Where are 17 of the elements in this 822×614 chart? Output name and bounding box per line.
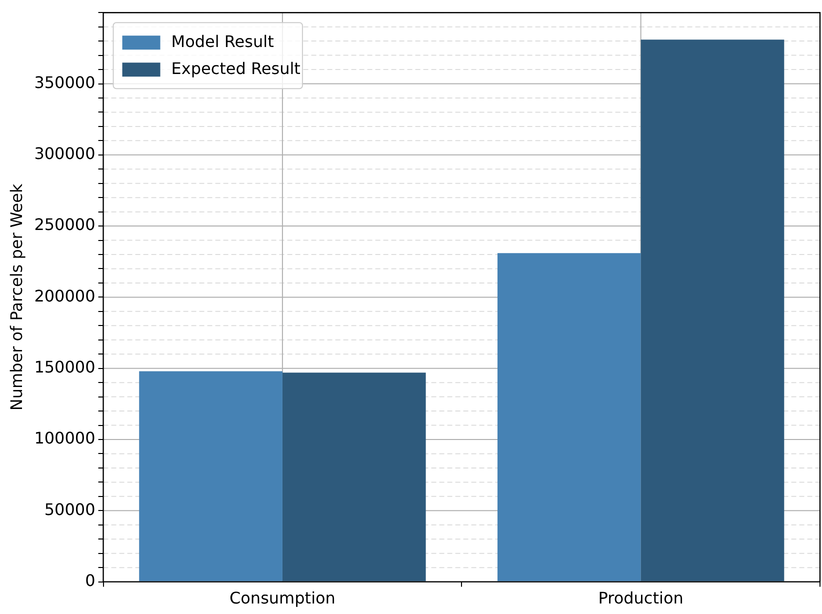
bar xyxy=(282,372,426,582)
legend-label: Expected Result xyxy=(171,58,300,78)
y-tick-label: 100000 xyxy=(34,428,96,448)
x-tick-label: Consumption xyxy=(229,588,336,608)
y-axis-title: Number of Parcels per Week xyxy=(6,183,26,411)
y-tick-label: 250000 xyxy=(34,215,96,234)
bar xyxy=(139,371,282,582)
y-tick-label: 150000 xyxy=(34,358,96,377)
bar xyxy=(497,253,641,582)
y-tick-label: 200000 xyxy=(34,286,96,306)
x-tick-label: Production xyxy=(598,588,684,608)
y-tick-label: 0 xyxy=(85,570,96,590)
y-tick-label: 350000 xyxy=(34,72,96,92)
y-tick-label: 300000 xyxy=(34,144,96,164)
y-tick-label: 50000 xyxy=(44,500,96,519)
legend-label: Model Result xyxy=(171,32,274,51)
bar xyxy=(640,40,784,582)
